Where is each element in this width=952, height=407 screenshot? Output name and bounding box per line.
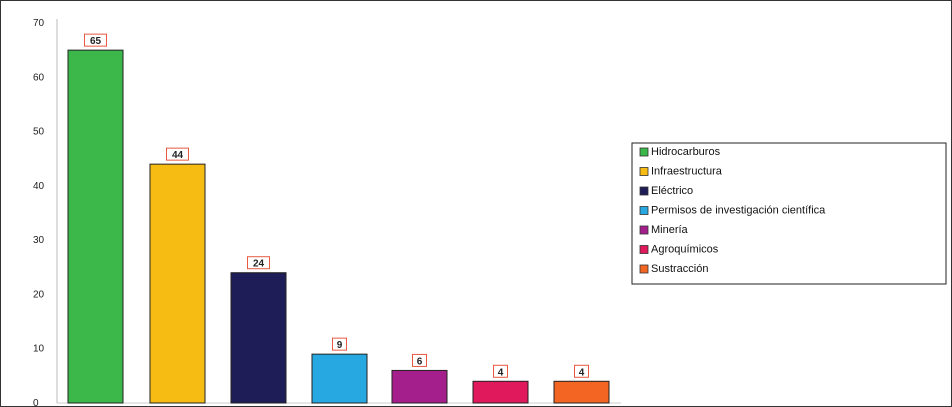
y-tick-label: 50 — [33, 127, 45, 138]
bar-4 — [311, 353, 368, 404]
bar-5 — [391, 369, 448, 404]
legend-swatch — [639, 206, 649, 215]
legend-swatch — [639, 245, 649, 254]
data-label: 65 — [90, 36, 102, 47]
y-tick-label: 30 — [33, 235, 45, 246]
legend-swatch — [639, 147, 649, 157]
y-tick-label: 60 — [33, 72, 45, 83]
legend-label: Infraestructura — [651, 166, 723, 178]
legend-label: Hidrocarburos — [651, 146, 721, 158]
bar-7 — [553, 380, 610, 404]
data-label-box — [166, 147, 189, 161]
data-label-box — [574, 364, 589, 378]
data-label: 4 — [498, 367, 504, 378]
y-tick-label: 70 — [33, 18, 45, 29]
legend: Hidrocarburos Infraestructura Eléctrico Per… — [631, 142, 947, 285]
y-tick-label: 20 — [33, 289, 45, 300]
bar-1 — [67, 49, 124, 404]
data-label-box — [493, 364, 508, 378]
legend-label: Agroquímicos — [651, 244, 719, 256]
data-label: 44 — [172, 150, 184, 161]
legend-swatch — [639, 264, 649, 274]
data-label-box — [332, 337, 347, 351]
bar-3 — [230, 272, 287, 404]
bars — [67, 49, 610, 404]
bar-2 — [149, 163, 206, 404]
legend-box — [631, 142, 947, 285]
data-label-box — [412, 353, 427, 367]
legend-label: Minería — [651, 224, 689, 236]
legend-swatch — [639, 225, 649, 235]
y-tick-label: 0 — [33, 398, 39, 406]
data-label-box — [247, 256, 270, 270]
data-label-box — [84, 33, 107, 47]
legend-swatch — [639, 167, 649, 176]
legend-label: Permisos de investigación científica — [651, 205, 826, 217]
legend-label: Sustracción — [651, 263, 708, 275]
legend-label: Eléctrico — [651, 185, 693, 197]
data-label: 24 — [253, 259, 265, 270]
bar-6 — [472, 380, 529, 404]
data-label: 4 — [579, 367, 585, 378]
y-tick-label: 40 — [33, 181, 45, 192]
data-label: 6 — [417, 356, 423, 367]
legend-swatch — [639, 186, 649, 196]
y-tick-label: 10 — [33, 344, 45, 355]
data-label: 9 — [337, 340, 343, 351]
